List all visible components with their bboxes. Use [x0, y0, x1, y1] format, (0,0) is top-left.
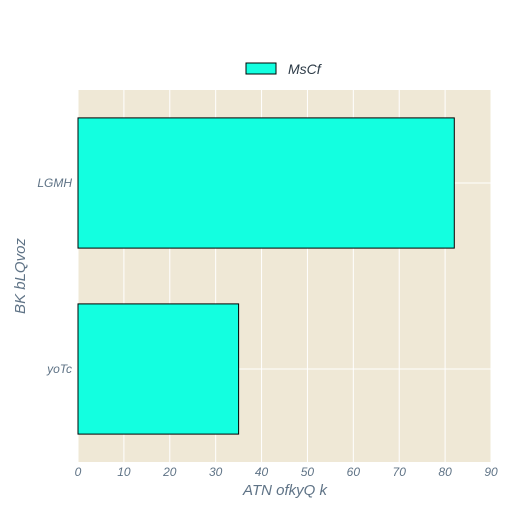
- x-tick-label: 20: [162, 465, 177, 479]
- legend: MsCf: [245, 61, 323, 77]
- legend-label: MsCf: [288, 61, 323, 77]
- y-tick-label: yoTc: [46, 362, 72, 376]
- x-tick-label: 30: [209, 465, 223, 479]
- x-tick-label: 10: [117, 465, 131, 479]
- bars: [77, 117, 455, 435]
- x-tick-label: 90: [484, 465, 498, 479]
- y-axis-title: BK bLQvoz: [12, 238, 29, 314]
- bar-lgmh: [77, 117, 455, 249]
- x-tick-label: 0: [75, 465, 82, 479]
- bar-yotc: [77, 303, 240, 435]
- x-tick-label: 60: [347, 465, 361, 479]
- x-tick-labels: 0 10 20 30 40 50 60 70 80 90: [75, 465, 498, 479]
- y-tick-label: LGMH: [37, 176, 72, 190]
- y-tick-labels: LGMH yoTc: [37, 176, 72, 376]
- x-tick-label: 40: [255, 465, 269, 479]
- legend-swatch: [245, 62, 277, 75]
- x-tick-label: 80: [438, 465, 452, 479]
- x-tick-label: 70: [393, 465, 407, 479]
- x-axis-title: ATN ofkyQ k: [242, 482, 328, 499]
- x-tick-label: 50: [301, 465, 315, 479]
